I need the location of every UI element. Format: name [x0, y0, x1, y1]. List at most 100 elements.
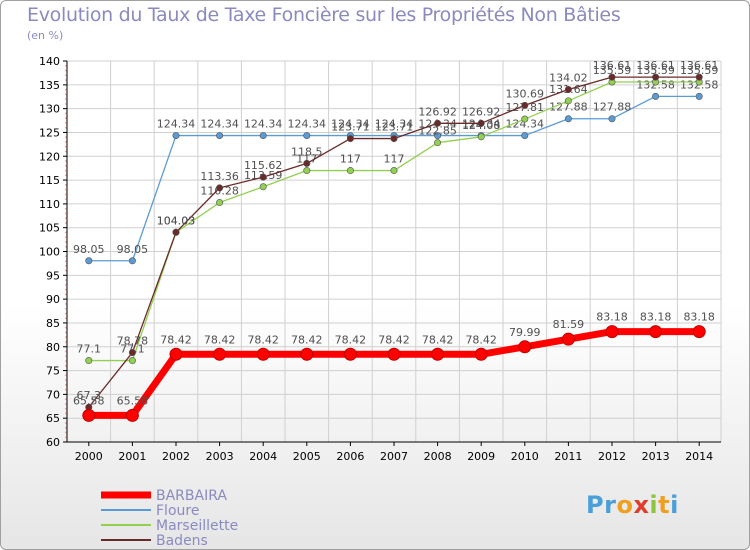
data-label: 124.34	[506, 118, 545, 131]
y-tick-label: 135	[39, 79, 60, 92]
y-minor-tick	[65, 355, 67, 358]
y-minor-tick	[65, 407, 67, 410]
y-minor-tick	[65, 284, 67, 286]
legend-label: Marseillette	[156, 518, 238, 534]
data-point	[431, 347, 445, 361]
y-minor-tick	[65, 422, 67, 424]
y-tick-label: 80	[46, 341, 60, 354]
y-minor-tick	[65, 384, 67, 386]
y-minor-tick	[65, 184, 67, 186]
data-point	[346, 135, 354, 143]
data-label: 83.18	[596, 311, 628, 324]
data-label: 78.42	[291, 333, 323, 346]
data-point	[390, 167, 398, 175]
y-tick-label: 105	[39, 222, 60, 235]
data-point	[85, 257, 93, 265]
data-label: 136.61	[593, 59, 632, 72]
data-label: 78.42	[204, 333, 236, 346]
data-label: 78.42	[247, 333, 279, 346]
y-minor-tick	[65, 193, 67, 196]
y-minor-tick	[65, 160, 67, 162]
y-minor-tick	[65, 388, 67, 391]
data-label: 78.42	[335, 333, 367, 346]
y-tick-label: 75	[46, 365, 60, 378]
y-minor-tick	[65, 122, 67, 124]
data-label: 79.99	[509, 326, 541, 339]
y-minor-tick	[65, 312, 67, 315]
y-minor-tick	[65, 303, 67, 305]
data-point	[387, 347, 401, 361]
x-tick-label: 2005	[293, 450, 321, 463]
data-point	[259, 173, 267, 181]
y-tick-label: 130	[39, 103, 60, 116]
data-label: 126.92	[462, 105, 501, 118]
x-tick-label: 2011	[554, 450, 582, 463]
y-minor-tick	[65, 112, 67, 115]
y-minor-tick	[65, 398, 67, 400]
y-minor-tick	[65, 336, 67, 339]
legend-label: Badens	[156, 533, 208, 549]
logo-letter: P	[586, 491, 605, 519]
data-point	[125, 408, 139, 422]
y-tick-label: 95	[46, 269, 60, 282]
y-tick-label: 125	[39, 126, 60, 139]
data-point	[605, 325, 619, 339]
legend-item-marseillette: Marseillette	[101, 518, 238, 534]
data-label: 135.59	[636, 64, 675, 77]
data-label: 113.36	[200, 170, 239, 183]
data-point	[521, 115, 529, 123]
data-point	[85, 357, 93, 365]
data-label: 65.58	[117, 394, 149, 407]
y-minor-tick	[65, 79, 67, 81]
data-point	[564, 115, 572, 123]
data-point	[390, 135, 398, 143]
y-minor-tick	[65, 164, 67, 167]
y-minor-tick	[65, 150, 67, 153]
x-tick-label: 2003	[206, 450, 234, 463]
data-point	[346, 167, 354, 175]
data-label: 135.59	[593, 64, 632, 77]
data-label: 77.1	[77, 343, 102, 356]
data-point	[564, 97, 572, 105]
data-label: 117	[340, 153, 361, 166]
data-label: 124.34	[288, 118, 327, 131]
y-minor-tick	[65, 412, 67, 415]
y-minor-tick	[65, 326, 67, 329]
y-minor-tick	[65, 365, 67, 367]
data-point	[518, 340, 532, 354]
x-tick-label: 2006	[336, 450, 364, 463]
data-point	[521, 101, 529, 109]
data-point	[521, 132, 529, 140]
y-minor-tick	[65, 74, 67, 77]
x-tick-label: 2012	[598, 450, 626, 463]
data-point	[216, 132, 224, 140]
data-label: 124.34	[331, 118, 370, 131]
y-minor-tick	[65, 103, 67, 105]
y-tick-label: 70	[46, 388, 60, 401]
data-point	[169, 347, 183, 361]
data-label: 83.18	[640, 311, 672, 324]
y-minor-tick	[65, 93, 67, 96]
y-minor-tick	[65, 236, 67, 239]
x-tick-label: 2001	[118, 450, 146, 463]
y-minor-tick	[65, 231, 67, 234]
y-minor-tick	[65, 350, 67, 353]
data-label: 117	[384, 153, 405, 166]
data-point	[649, 325, 663, 339]
x-tick-label: 2000	[75, 450, 103, 463]
y-minor-tick	[65, 426, 67, 429]
data-label: 124.34	[200, 118, 239, 131]
data-label: 81.59	[553, 318, 585, 331]
data-point	[303, 132, 311, 140]
data-point	[695, 92, 703, 100]
legend-item-badens: Badens	[101, 533, 208, 549]
data-point	[82, 408, 96, 422]
y-minor-tick	[65, 341, 67, 343]
data-label: 115.62	[244, 159, 283, 172]
logo-letter: x	[633, 491, 650, 519]
y-minor-tick	[65, 88, 67, 91]
y-minor-tick	[65, 174, 67, 177]
data-point	[128, 357, 136, 365]
y-minor-tick	[65, 317, 67, 319]
